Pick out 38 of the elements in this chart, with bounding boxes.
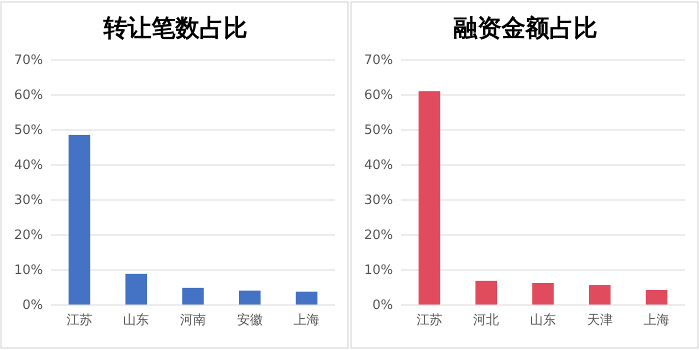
x-tick-label: 河南 (180, 313, 206, 328)
y-tick-label: 50% (14, 123, 43, 138)
x-tick-label: 天津 (586, 313, 613, 328)
y-tick-label: 20% (364, 228, 393, 244)
bar (418, 91, 440, 305)
bar (296, 292, 318, 305)
x-tick-label: 山东 (123, 313, 150, 328)
bar (68, 134, 90, 305)
y-tick-label: 60% (14, 88, 43, 104)
bar (589, 285, 611, 305)
y-tick-label: 30% (14, 193, 43, 208)
bar (182, 288, 204, 305)
bar (532, 282, 554, 305)
y-tick-label: 70% (364, 53, 393, 68)
chart-title: 融资金额占比 (454, 13, 598, 42)
x-tick-label: 山东 (530, 313, 556, 328)
chart-title: 转让笔数占比 (102, 13, 248, 42)
y-tick-label: 40% (14, 158, 43, 174)
y-tick-label: 0% (22, 298, 43, 314)
bar (475, 280, 497, 305)
y-tick-label: 10% (14, 263, 43, 278)
y-tick-label: 30% (364, 193, 393, 208)
x-tick-label: 江苏 (66, 313, 92, 328)
y-tick-label: 70% (14, 53, 43, 68)
y-tick-label: 0% (372, 298, 393, 314)
bar (125, 274, 147, 305)
y-tick-label: 50% (364, 123, 393, 138)
bar (646, 290, 668, 305)
x-tick-label: 安徽 (236, 312, 263, 328)
y-tick-label: 10% (364, 263, 393, 278)
bar (239, 290, 261, 305)
x-tick-label: 河北 (473, 313, 500, 328)
y-tick-label: 60% (364, 88, 393, 104)
x-tick-label: 江苏 (416, 313, 442, 328)
x-tick-label: 上海 (644, 313, 670, 328)
y-tick-label: 20% (14, 228, 43, 244)
x-tick-label: 上海 (294, 313, 320, 328)
y-tick-label: 40% (364, 158, 393, 174)
